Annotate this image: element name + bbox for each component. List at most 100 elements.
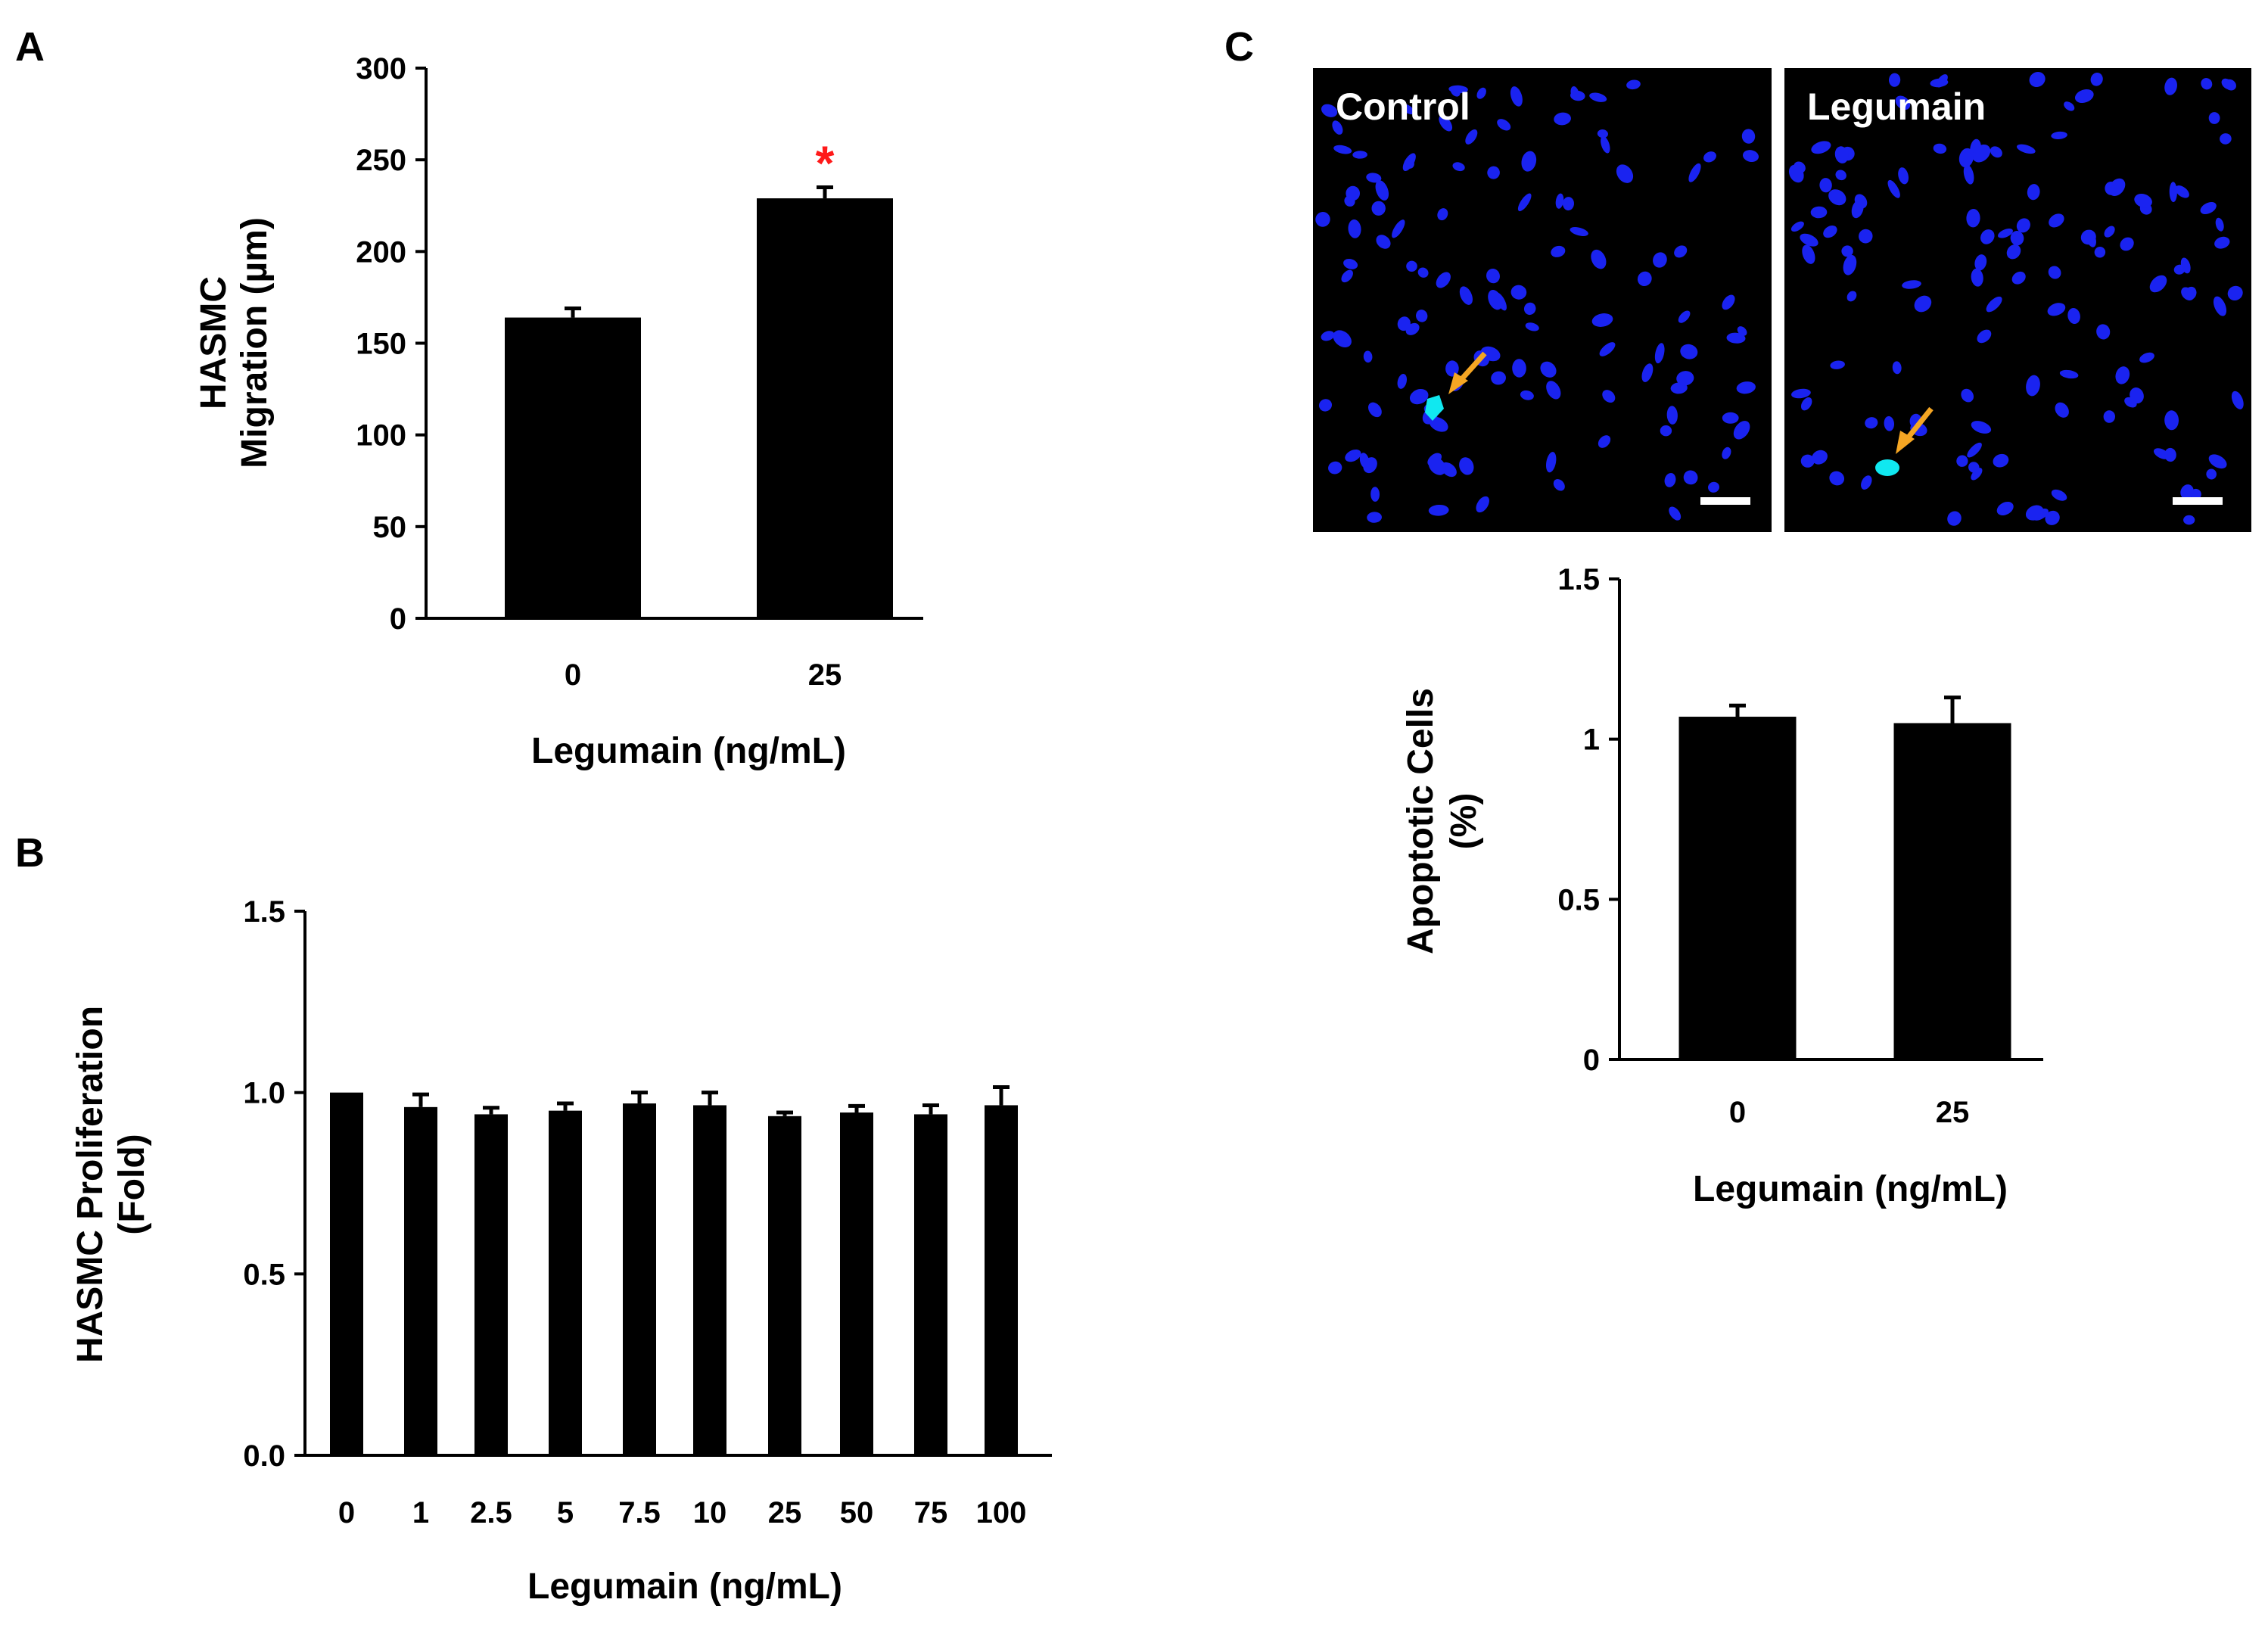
nucleus	[1497, 119, 1511, 131]
chart-b-bar	[914, 1114, 947, 1455]
nucleus	[1971, 468, 1983, 481]
nuclei-legumain	[1788, 72, 2244, 526]
chart-b-x-tick-label: 50	[840, 1496, 874, 1529]
nucleus	[2067, 307, 2080, 325]
nucleus	[1800, 233, 1818, 247]
nucleus	[1318, 399, 1333, 412]
chart-b-y-tick-label: 0.0	[243, 1439, 285, 1473]
nucleus	[1554, 112, 1571, 126]
nucleus	[2115, 366, 2130, 384]
chart-c-y-tick-label: 0.5	[1557, 883, 1600, 916]
nucleus	[2206, 468, 2217, 480]
nucleus	[1843, 254, 1857, 275]
nucleus	[1669, 506, 1682, 521]
nucleus	[1722, 447, 1731, 459]
nucleus	[1445, 360, 1459, 377]
apoptotic-cell-control	[1425, 395, 1444, 421]
nucleus	[1823, 225, 1837, 238]
nucleus	[2181, 287, 2195, 300]
chart-a-y-tick-label: 300	[356, 52, 406, 86]
nucleus	[1812, 450, 1828, 465]
nucleus	[1898, 167, 1909, 185]
nucleus	[1363, 350, 1373, 363]
nucleus	[2164, 77, 2177, 95]
nucleus	[2059, 369, 2079, 379]
nucleus	[1570, 227, 1588, 236]
nucleus	[1790, 221, 1804, 232]
nucleus	[1674, 245, 1688, 258]
chart-b-x-tick-label: 5	[557, 1496, 574, 1529]
nucleus	[2164, 410, 2179, 431]
nucleus	[1517, 193, 1532, 212]
nucleus	[2103, 410, 2116, 423]
nucleus	[1551, 245, 1566, 257]
chart-a-migration: 0 50 100 150 200 250 300 0 25 * Legumain (ng/mL) HA…	[194, 52, 923, 771]
chart-a-x-axis-title: Legumain (ng/mL)	[531, 731, 846, 771]
chart-b-x-tick-label: 7.5	[618, 1496, 661, 1529]
panel-letter-b: B	[15, 830, 45, 876]
nucleus	[2051, 489, 2067, 501]
chart-b-bar	[693, 1105, 726, 1455]
nucleus	[1980, 229, 1995, 244]
nucleus	[1602, 390, 1616, 403]
nucleus	[2208, 454, 2227, 469]
chart-b-x-tick-label: 2.5	[470, 1496, 512, 1529]
nucleus	[1521, 151, 1537, 172]
nucleus	[1555, 193, 1564, 209]
chart-b-y-tick-label: 0.5	[243, 1258, 285, 1291]
nucleus	[1570, 90, 1585, 101]
nucleus	[1562, 197, 1575, 211]
panel-letter-c: C	[1224, 24, 1254, 70]
nucleus	[2047, 303, 2066, 316]
nucleus	[2149, 275, 2167, 293]
nuclei-control	[1315, 79, 1759, 523]
nucleus	[1352, 151, 1367, 159]
nucleus	[2164, 447, 2176, 462]
nucleus	[1520, 390, 1534, 400]
chart-b-y-tick-label: 1.0	[243, 1077, 285, 1110]
nucleus	[1540, 361, 1557, 378]
nucleus	[1371, 201, 1386, 216]
nucleus	[2214, 236, 2230, 249]
nucleus	[2220, 133, 2232, 145]
nucleus	[1417, 267, 1429, 278]
chart-c-x-tick-label: 0	[1729, 1096, 1746, 1129]
chart-a-significance-asterisk: *	[816, 136, 835, 191]
chart-a-bar	[505, 317, 641, 618]
nucleus	[2049, 213, 2064, 228]
micrograph-control: Control	[1313, 68, 1772, 532]
nucleus	[1545, 452, 1557, 473]
nucleus	[1654, 343, 1665, 364]
nucleus	[2200, 201, 2217, 215]
nucleus	[1733, 421, 1750, 440]
nucleus	[1367, 402, 1382, 418]
nucleus	[1599, 342, 1616, 356]
nucleus	[1476, 87, 1486, 99]
nucleus	[1958, 148, 1974, 168]
nucleus	[2011, 271, 2026, 285]
nucleus	[1811, 141, 1831, 154]
nucleus	[1986, 296, 2002, 313]
nucleus	[1722, 412, 1739, 424]
nucleus	[1861, 475, 1872, 490]
nucleus	[1802, 244, 1815, 264]
nucleus	[2169, 182, 2177, 203]
nucleus	[2180, 484, 2194, 499]
nucleus	[1402, 104, 1414, 115]
chart-c-y-tick-label: 1.5	[1557, 563, 1600, 596]
nucleus	[1409, 388, 1429, 405]
chart-b-y-axis-title: (Fold)	[112, 1134, 152, 1234]
nucleus	[1450, 86, 1461, 97]
chart-b-x-tick-label: 0	[338, 1496, 355, 1529]
chart-c-x-axis-title: Legumain (ng/mL)	[1693, 1169, 2008, 1209]
nucleus	[1591, 249, 1607, 269]
nucleus	[1589, 92, 1607, 102]
nucleus	[1591, 313, 1613, 327]
nucleus	[1637, 271, 1652, 287]
nucleus	[1800, 397, 1812, 411]
nucleus	[1341, 269, 1353, 283]
nucleus	[2055, 402, 2069, 418]
nucleus	[1321, 331, 1335, 341]
nucleus	[1525, 322, 1539, 331]
chart-a-bar	[757, 198, 893, 619]
